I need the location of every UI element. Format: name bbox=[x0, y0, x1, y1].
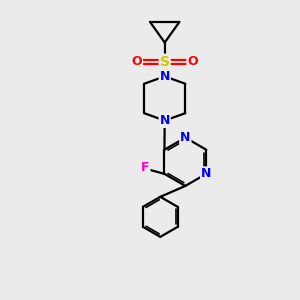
Text: N: N bbox=[160, 70, 170, 83]
Text: O: O bbox=[188, 55, 198, 68]
Text: S: S bbox=[160, 55, 170, 69]
Text: N: N bbox=[201, 167, 211, 180]
Text: N: N bbox=[160, 114, 170, 127]
Text: F: F bbox=[141, 161, 149, 175]
Text: O: O bbox=[131, 55, 142, 68]
Text: N: N bbox=[180, 131, 190, 144]
